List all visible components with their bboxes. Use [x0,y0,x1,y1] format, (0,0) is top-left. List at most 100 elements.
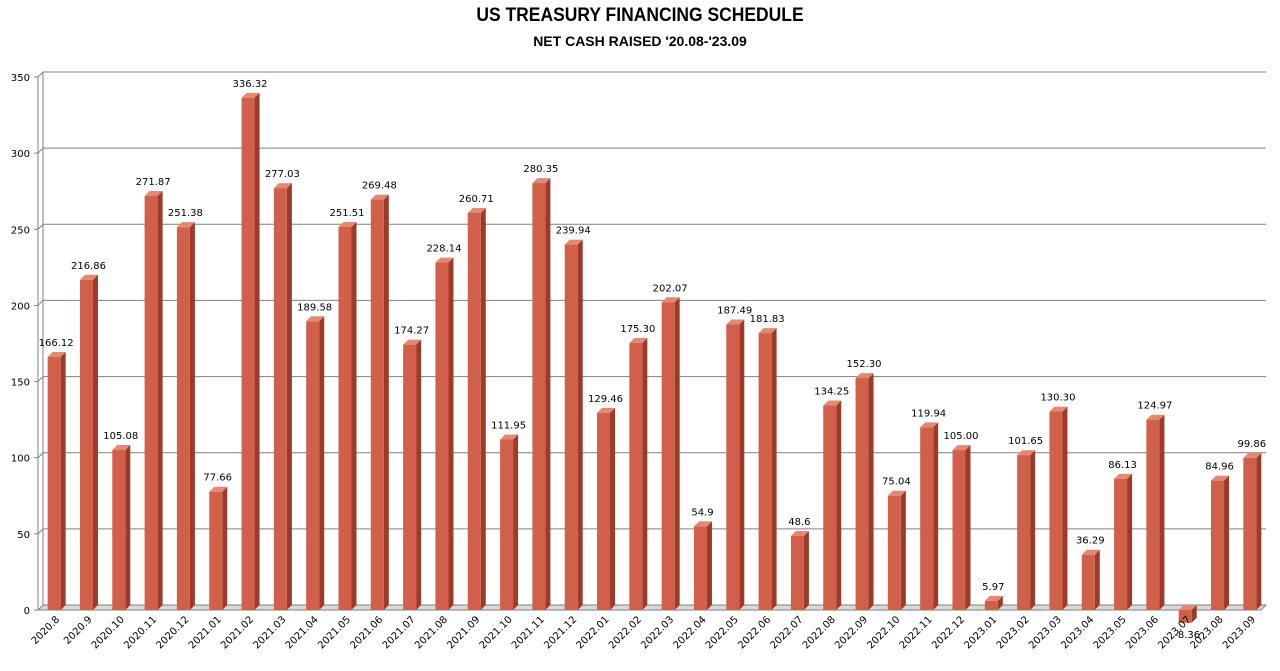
bar-side [545,178,551,610]
bar-top [952,445,971,451]
bar-side [1224,475,1230,610]
data-label: 175.30 [620,324,655,335]
bar-side [674,297,680,610]
bar-top [467,207,486,213]
x-tick-label: 2022.12 [930,614,967,651]
data-label: 187.49 [717,305,752,316]
bar [597,407,616,610]
data-label: 5.97 [982,582,1004,593]
x-tick-label: 2022.10 [865,614,902,651]
bar-top [629,338,648,344]
bar-front [79,279,93,610]
bar-front [693,526,707,610]
bar-front [370,199,384,610]
data-label: 239.94 [556,226,591,237]
x-tick-label: 2023.02 [995,614,1032,651]
y-tick-label: 300 [11,149,30,160]
bar-top [273,183,292,189]
data-label: 48.6 [788,517,810,528]
x-tick-label: 2023.03 [1027,614,1064,651]
bar [984,595,1003,610]
bar-side [965,445,971,610]
x-tick-label: 2023.06 [1124,614,1161,651]
data-label: 166.12 [39,338,74,349]
bar [144,190,163,610]
gridline-depth [37,528,44,535]
x-tick-label: 2021.01 [187,614,224,651]
bar-top [920,422,939,428]
bar-top [144,190,163,196]
x-tick-label: 2021.03 [251,614,288,651]
bar-side [383,194,389,610]
bar [338,221,357,610]
data-label: 174.27 [394,326,429,337]
bar [790,530,809,610]
gridline-depth [37,71,44,78]
x-tick-label: 2021.04 [284,614,321,651]
bar-front [661,302,675,610]
bar [1211,475,1230,610]
bar [887,490,906,610]
x-tick-label: 2021.05 [316,614,353,651]
bar-top [1243,452,1262,458]
y-tick-label: 350 [11,73,30,84]
bar-front [758,333,772,610]
x-tick-label: 2021.08 [413,614,450,651]
bar-side [222,486,228,610]
y-tick-label: 150 [11,378,30,389]
bar-side [254,92,260,610]
x-tick-label: 2021.02 [219,614,256,651]
bar-side [997,595,1003,610]
bar [500,434,519,610]
data-label: 280.35 [523,164,558,175]
bar [306,316,325,610]
data-label: 129.46 [588,394,623,405]
bar-top [112,444,131,450]
x-tick-label: 2021.10 [478,614,515,651]
bar [661,297,680,610]
bar-front [467,212,481,610]
bar-front [241,97,255,610]
bar-top [1049,406,1068,412]
bar-side [1191,605,1197,623]
bar-front [790,535,804,610]
data-label: 105.00 [944,431,979,442]
bar-front [144,195,158,610]
bar-front [564,244,578,610]
x-tick-label: 2020.8 [30,614,63,647]
bar-front [500,439,514,610]
bar-top [887,490,906,496]
x-tick-label: 2022.01 [575,614,612,651]
bar [1178,605,1197,623]
bar-layer [47,92,1262,623]
bar-top [758,328,777,334]
bar-side [610,407,616,610]
data-label: 260.71 [459,194,494,205]
bar [1114,473,1133,610]
data-label: 36.29 [1076,536,1105,547]
data-label: 251.38 [168,208,203,219]
bar-top [79,274,98,280]
bar-top [176,222,195,228]
x-tick-label: 2020.11 [122,614,159,651]
bar-side [1159,414,1165,610]
x-tick-label: 2023.09 [1221,614,1258,651]
bar-side [125,444,131,610]
x-tick-label: 2021.12 [542,614,579,651]
bar [176,222,195,610]
bar-front [1178,610,1192,623]
bar-front [306,321,320,610]
bar [435,257,454,610]
bar-front [209,491,223,610]
bar-side [1030,450,1036,610]
bar-top [693,521,712,527]
bar-top [823,400,842,406]
bar [823,400,842,610]
bar [209,486,228,610]
bar-top [597,407,616,413]
bar-top [306,316,325,322]
gridline-depth [37,147,44,154]
bar-top [209,486,228,492]
bar [920,422,939,610]
